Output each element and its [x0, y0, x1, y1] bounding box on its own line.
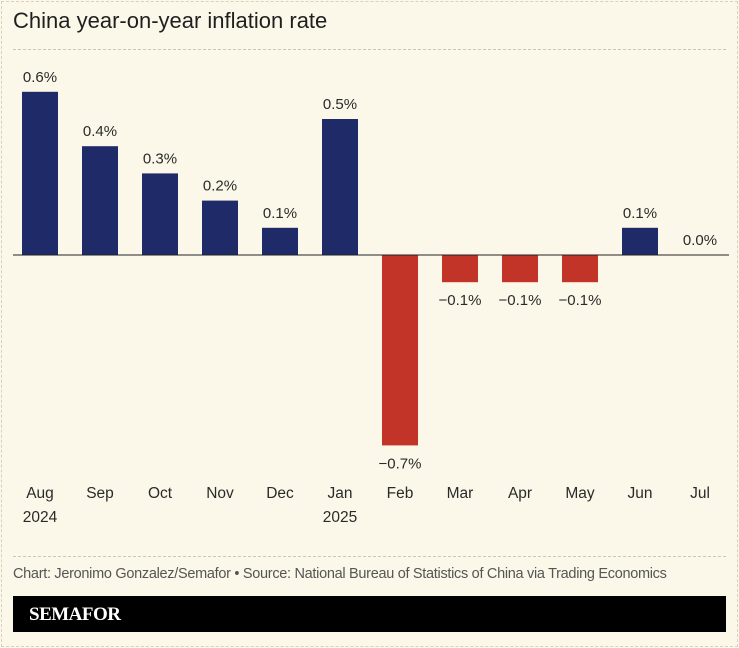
x-tick-label-7: Mar	[447, 485, 474, 502]
bar-9	[562, 255, 598, 283]
title-divider	[13, 49, 726, 50]
value-label-3: 0.2%	[203, 178, 237, 195]
value-label-9: −0.1%	[559, 292, 602, 309]
bar-5	[322, 119, 358, 255]
bar-4	[262, 227, 298, 255]
x-tick-label-4: Dec	[266, 485, 294, 502]
x-tick-label-6: Feb	[387, 485, 414, 502]
bar-3	[202, 200, 238, 255]
value-label-5: 0.5%	[323, 96, 357, 113]
x-tick-label-9: May	[565, 485, 595, 502]
x-tick-label-3: Nov	[206, 485, 234, 502]
x-tick-label-8: Apr	[508, 485, 532, 502]
x-tick-label-10: Jun	[628, 485, 653, 502]
bar-8	[502, 255, 538, 283]
x-tick-label-5-year: 2025	[323, 509, 357, 526]
x-tick-label-11: Jul	[690, 485, 710, 502]
semafor-logo: SEMAFOR	[29, 604, 121, 625]
value-label-4: 0.1%	[263, 205, 297, 222]
value-label-6: −0.7%	[379, 455, 422, 472]
source-note: Chart: Jeronimo Gonzalez/Semafor • Sourc…	[13, 566, 667, 582]
value-label-10: 0.1%	[623, 205, 657, 222]
x-tick-label-0-year: 2024	[23, 509, 58, 526]
bar-10	[622, 227, 658, 255]
chart-title: China year-on-year inflation rate	[13, 8, 328, 33]
x-tick-label-5: Jan	[328, 485, 353, 502]
value-label-7: −0.1%	[439, 292, 482, 309]
x-tick-label-1: Sep	[86, 485, 114, 502]
bar-1	[82, 146, 118, 255]
x-tick-label-0: Aug	[26, 485, 54, 502]
bar-7	[442, 255, 478, 283]
x-tick-label-2: Oct	[148, 485, 173, 502]
value-label-2: 0.3%	[143, 150, 177, 167]
value-label-0: 0.6%	[23, 69, 57, 86]
value-label-1: 0.4%	[83, 123, 117, 140]
footer-divider	[13, 556, 726, 557]
value-label-8: −0.1%	[499, 292, 542, 309]
bar-0	[22, 91, 58, 255]
bar-2	[142, 173, 178, 255]
bar-6	[382, 255, 418, 446]
brand-bar: SEMAFOR	[13, 596, 726, 632]
bar-chart: 0.6% Aug 2024 0.4% Sep 0.3% Oct 0.2% Nov 0.1% Dec 0…	[13, 69, 729, 526]
value-label-11: 0.0%	[683, 232, 717, 249]
